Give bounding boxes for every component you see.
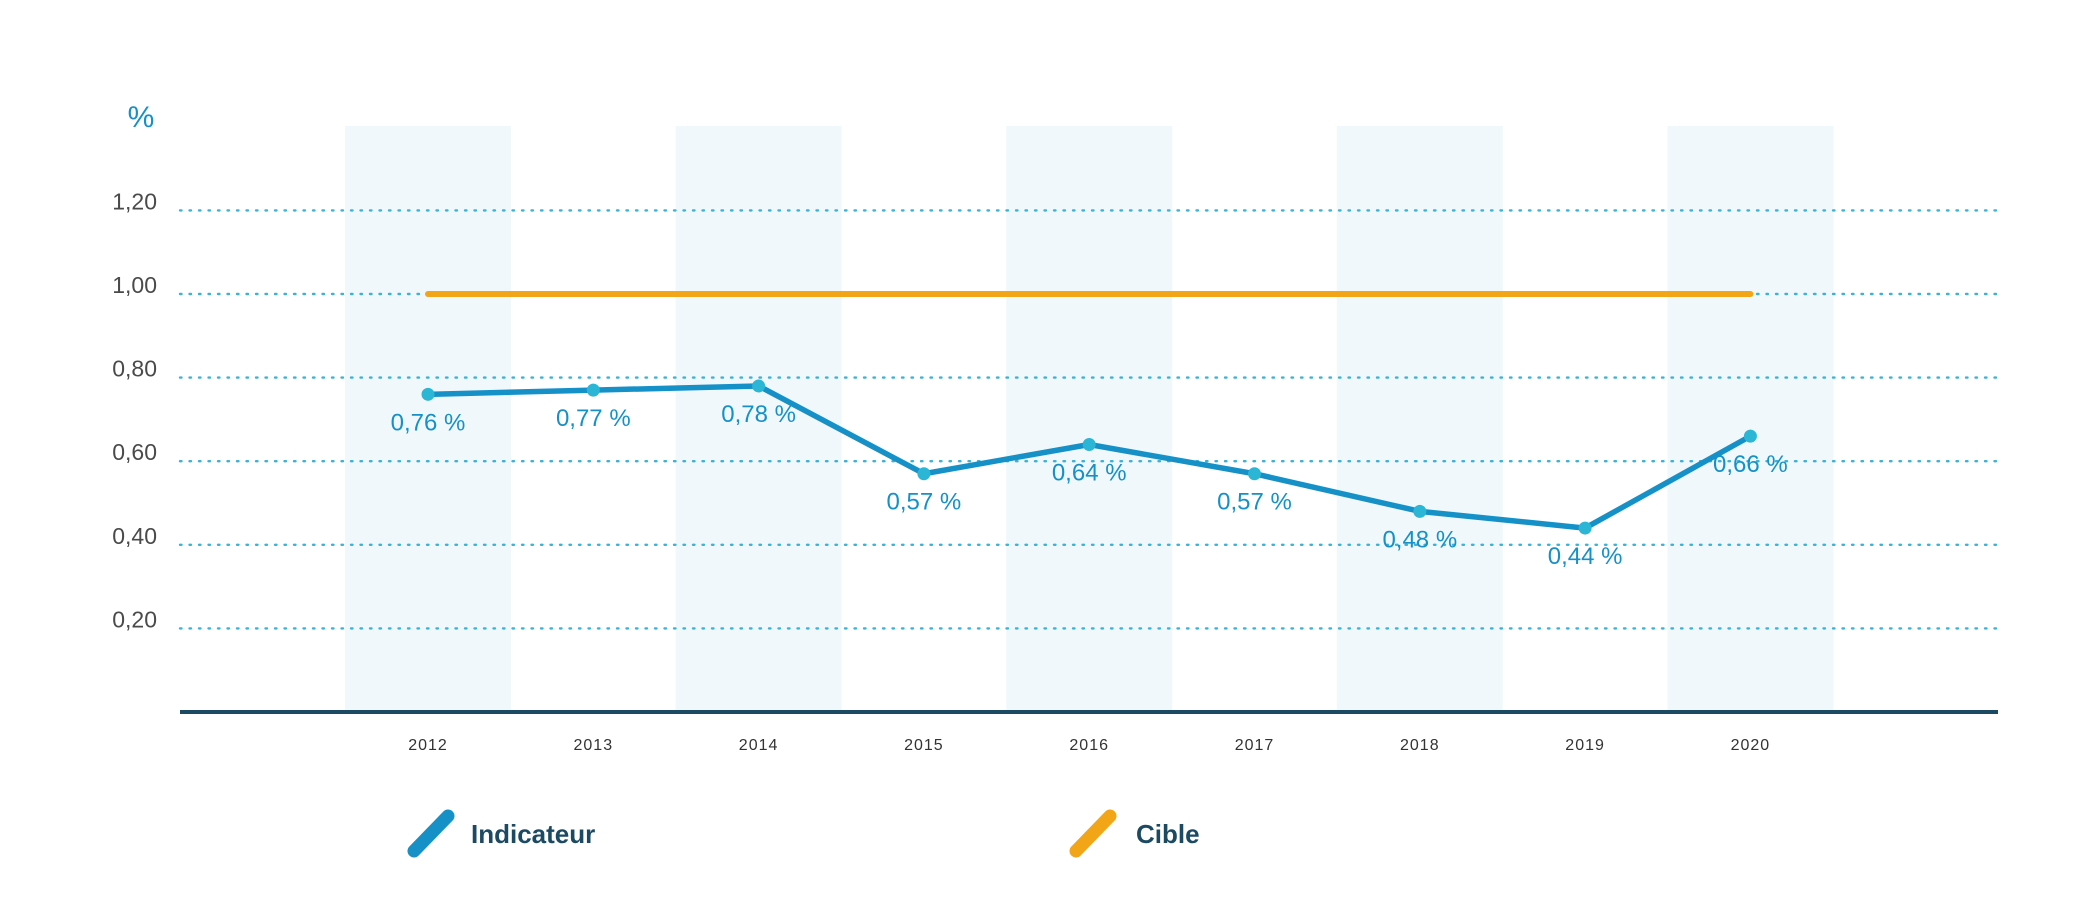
data-label-2015: 0,57 % [887,489,962,516]
y-tick-label: 0,40 [112,523,157,549]
data-point-2016 [1082,437,1096,451]
data-point-2015 [917,467,931,481]
data-label-2013: 0,77 % [556,405,631,432]
y-tick-label: 1,00 [112,272,157,298]
data-label-2020: 0,66 % [1713,451,1788,478]
x-tick-label-2018: 2018 [1400,737,1440,754]
legend-label-indicateur: Indicateur [471,819,595,849]
y-tick-label: 0,80 [112,356,157,382]
year-band-2016 [1006,126,1173,712]
data-point-2019 [1578,521,1592,535]
x-tick-label-2013: 2013 [574,737,614,754]
x-tick-label-2014: 2014 [739,737,779,754]
data-label-2014: 0,78 % [721,401,796,428]
data-point-2012 [421,387,435,401]
data-label-2019: 0,44 % [1548,543,1623,570]
data-point-2020 [1743,429,1757,443]
x-axis-ticks: 2012 2013 2014 2015 2016 2017 2018 2019 2020 [408,737,1771,754]
data-label-2016: 0,64 % [1052,459,1127,486]
x-tick-label-2017: 2017 [1235,737,1275,754]
legend-item-cible: Cible [1069,809,1200,858]
y-tick-label: 0,60 [112,439,157,465]
x-tick-label-2012: 2012 [408,737,448,754]
series-layer [421,291,1757,535]
data-label-2012: 0,76 % [391,409,466,436]
y-unit-label: % [128,101,155,134]
year-band-2018 [1336,126,1503,712]
x-tick-label-2016: 2016 [1069,737,1109,754]
data-point-2013 [586,383,600,397]
legend-swatch-cible [1069,809,1117,858]
y-axis-ticks: 0,20 0,40 0,60 0,80 1,00 1,20 [112,188,157,632]
year-band-2012 [345,126,511,712]
data-label-2018: 0,48 % [1382,526,1457,553]
year-band-2014 [675,126,842,712]
y-tick-label: 1,20 [112,188,157,214]
x-tick-label-2015: 2015 [904,737,944,754]
data-point-2017 [1248,467,1261,481]
x-tick-label-2019: 2019 [1565,737,1605,754]
legend-swatch-indicateur [407,809,455,858]
data-labels: 0,76 % 0,77 % 0,78 % 0,57 % 0,64 % 0,57 % 0,48… [391,401,1788,570]
data-point-2018 [1413,504,1427,518]
data-point-2014 [752,379,766,393]
legend-label-cible: Cible [1136,819,1200,849]
year-bands [345,126,1834,712]
legend: Indicateur Cible [407,809,1200,858]
year-band-2020 [1667,126,1834,712]
legend-item-indicateur: Indicateur [407,809,595,858]
x-tick-label-2020: 2020 [1731,737,1771,754]
y-tick-label: 0,20 [112,606,157,632]
data-label-2017: 0,57 % [1217,489,1292,516]
